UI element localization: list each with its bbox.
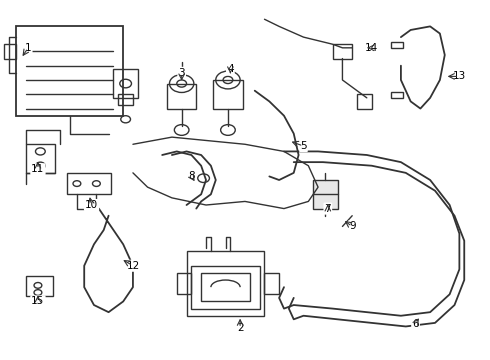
Text: 5: 5: [300, 141, 307, 151]
Text: 10: 10: [85, 200, 98, 210]
Text: 13: 13: [453, 71, 466, 81]
Bar: [391, 42, 403, 48]
Text: 3: 3: [178, 68, 185, 78]
Bar: [313, 180, 338, 208]
Bar: [26, 276, 52, 296]
Bar: [118, 94, 133, 105]
Text: 6: 6: [412, 319, 419, 329]
Bar: [192, 266, 260, 309]
Bar: [26, 144, 55, 173]
Bar: [187, 251, 265, 316]
Text: 8: 8: [188, 171, 195, 181]
Text: 9: 9: [349, 221, 356, 231]
Bar: [16, 26, 123, 116]
Bar: [177, 273, 192, 294]
Text: 1: 1: [25, 43, 31, 53]
Text: 12: 12: [126, 261, 140, 271]
Bar: [167, 84, 196, 109]
Bar: [67, 173, 111, 194]
Text: 7: 7: [324, 203, 331, 213]
Bar: [201, 273, 250, 301]
Bar: [333, 44, 352, 59]
Text: 4: 4: [227, 64, 234, 74]
Bar: [265, 273, 279, 294]
Bar: [213, 80, 243, 109]
Bar: [114, 69, 138, 98]
Bar: [4, 44, 16, 59]
Text: 2: 2: [237, 323, 244, 333]
Text: 14: 14: [365, 43, 378, 53]
Bar: [357, 94, 372, 109]
Text: 11: 11: [31, 164, 45, 174]
Text: 15: 15: [31, 296, 45, 306]
Bar: [391, 93, 403, 98]
